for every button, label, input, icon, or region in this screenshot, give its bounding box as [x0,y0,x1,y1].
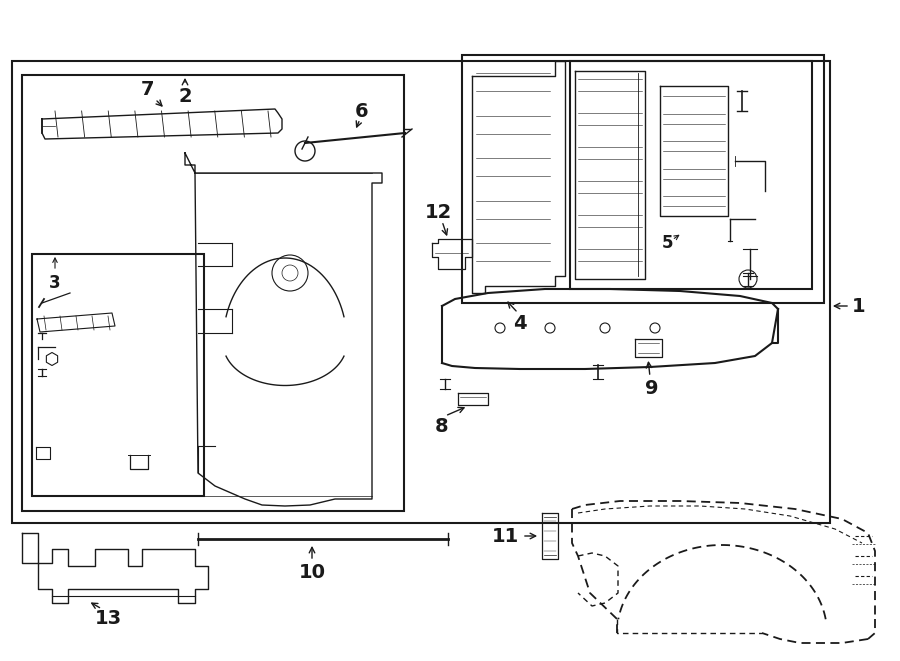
Text: 3: 3 [50,274,61,292]
Text: 8: 8 [436,416,449,436]
Text: 9: 9 [645,379,659,399]
Text: 11: 11 [491,527,518,545]
Text: 1: 1 [852,297,866,315]
Bar [32,254,204,496]
Text: 12: 12 [425,204,452,223]
Text: 2: 2 [178,87,192,106]
Bar [12,61,830,523]
Text: 7: 7 [141,79,155,98]
Bar [462,55,824,303]
Text: 10: 10 [299,563,326,582]
Text: 5: 5 [662,234,673,252]
Text: 13: 13 [94,609,122,629]
Bar [570,61,812,289]
Text: 6: 6 [356,102,369,120]
Text: 4: 4 [513,313,526,332]
Bar [22,75,404,511]
